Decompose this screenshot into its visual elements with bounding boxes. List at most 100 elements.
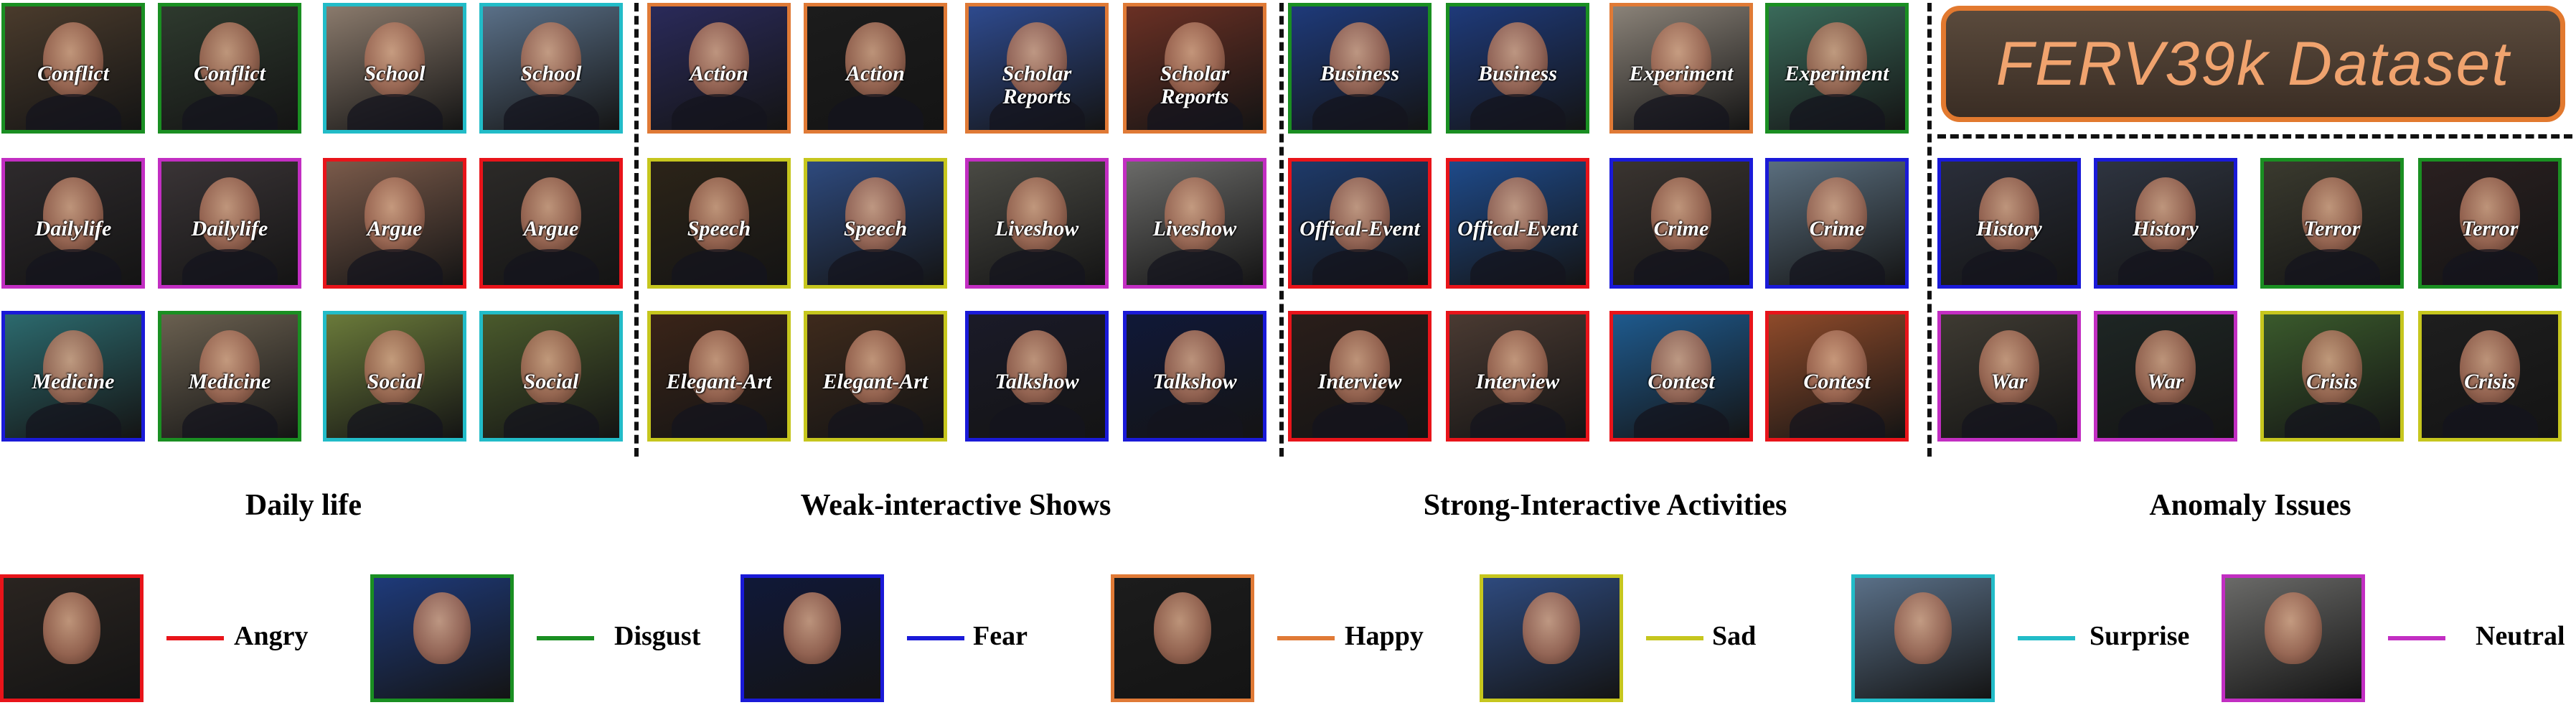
legend-thumbnail xyxy=(0,574,144,702)
banner-divider xyxy=(1937,134,2572,139)
frame-tile: Conflict xyxy=(1,3,145,134)
frame-tile: Social xyxy=(323,311,466,442)
legend-color-line xyxy=(2388,636,2445,640)
scene-label: Social xyxy=(326,370,463,393)
frame-tile: Action xyxy=(804,3,947,134)
scene-label: Argue xyxy=(326,218,463,241)
legend-color-line xyxy=(907,636,964,640)
scene-label: School xyxy=(326,62,463,85)
scene-label: War xyxy=(1941,370,2077,393)
frame-tile: Dailylife xyxy=(1,158,145,289)
legend-color-line xyxy=(1277,636,1335,640)
frame-tile: Medicine xyxy=(1,311,145,442)
scene-label: Crisis xyxy=(2264,370,2400,393)
section-title-anomaly-issues: Anomaly Issues xyxy=(2149,488,2351,523)
legend-label: Surprise xyxy=(2090,620,2189,652)
section-title-weak-interactive-shows: Weak-interactive Shows xyxy=(801,488,1111,523)
scene-label: History xyxy=(2097,218,2234,241)
frame-tile: Crisis xyxy=(2260,311,2404,442)
legend-label: Neutral xyxy=(2476,620,2565,652)
scene-label: Contest xyxy=(1613,370,1749,393)
scene-label: Scholar Reports xyxy=(1127,62,1263,108)
frame-tile: Contest xyxy=(1765,311,1909,442)
frame-tile: Interview xyxy=(1288,311,1432,442)
frame-tile: Business xyxy=(1288,3,1432,134)
scene-label: Dailylife xyxy=(5,218,141,241)
legend-label: Disgust xyxy=(614,620,700,652)
frame-tile: Social xyxy=(479,311,623,442)
frame-tile: Speech xyxy=(804,158,947,289)
scene-label: Action xyxy=(651,62,787,85)
scene-label: Talkshow xyxy=(1127,370,1263,393)
legend-color-line xyxy=(537,636,594,640)
frame-tile: Scholar Reports xyxy=(965,3,1109,134)
frame-tile: Offical-Event xyxy=(1446,158,1589,289)
frame-tile: Talkshow xyxy=(965,311,1109,442)
scene-label: Business xyxy=(1292,62,1428,85)
face-shape xyxy=(1894,592,1952,664)
scene-label: Terror xyxy=(2264,218,2400,241)
face-shape xyxy=(1523,592,1580,664)
frame-tile: Elegant-Art xyxy=(647,311,791,442)
face-shape xyxy=(413,592,471,664)
legend-thumbnail xyxy=(1851,574,1995,702)
scene-label: Terror xyxy=(2422,218,2558,241)
scene-label: Contest xyxy=(1769,370,1905,393)
scene-label: Social xyxy=(483,370,619,393)
scene-label: School xyxy=(483,62,619,85)
scene-label: Liveshow xyxy=(969,218,1105,241)
section-title-daily-life: Daily life xyxy=(245,488,362,523)
scene-label: Argue xyxy=(483,218,619,241)
scene-label: Offical-Event xyxy=(1449,218,1586,241)
scene-label: Conflict xyxy=(161,62,298,85)
frame-tile: Experiment xyxy=(1609,3,1753,134)
legend-thumbnail xyxy=(741,574,884,702)
frame-tile: Contest xyxy=(1609,311,1753,442)
frame-tile: Medicine xyxy=(158,311,301,442)
frame-tile: Crisis xyxy=(2418,311,2562,442)
scene-label: Elegant-Art xyxy=(651,370,787,393)
face-shape xyxy=(43,592,100,664)
frame-tile: Talkshow xyxy=(1123,311,1266,442)
scene-label: Experiment xyxy=(1613,62,1749,85)
scene-label: Crime xyxy=(1769,218,1905,241)
scene-label: Action xyxy=(807,62,944,85)
legend-label: Fear xyxy=(973,620,1028,652)
scene-label: Speech xyxy=(651,218,787,241)
frame-tile: Action xyxy=(647,3,791,134)
frame-tile: Elegant-Art xyxy=(804,311,947,442)
section-divider-1 xyxy=(634,3,639,457)
frame-tile: Crime xyxy=(1609,158,1753,289)
legend-color-line xyxy=(2018,636,2075,640)
scene-label: Interview xyxy=(1449,370,1586,393)
frame-tile: Crime xyxy=(1765,158,1909,289)
frame-tile: School xyxy=(479,3,623,134)
scene-label: Liveshow xyxy=(1127,218,1263,241)
frame-tile: Liveshow xyxy=(1123,158,1266,289)
frame-tile: War xyxy=(2094,311,2237,442)
scene-label: Conflict xyxy=(5,62,141,85)
dataset-banner: FERV39k Dataset xyxy=(1941,6,2565,122)
scene-label: Elegant-Art xyxy=(807,370,944,393)
scene-label: Medicine xyxy=(161,370,298,393)
legend-label: Happy xyxy=(1345,620,1424,652)
scene-label: Talkshow xyxy=(969,370,1105,393)
legend-thumbnail xyxy=(370,574,514,702)
scene-label: Speech xyxy=(807,218,944,241)
frame-tile: Terror xyxy=(2418,158,2562,289)
frame-tile: Business xyxy=(1446,3,1589,134)
frame-tile: Dailylife xyxy=(158,158,301,289)
scene-label: Business xyxy=(1449,62,1586,85)
frame-tile: War xyxy=(1937,311,2081,442)
frame-tile: Liveshow xyxy=(965,158,1109,289)
dataset-title: FERV39k Dataset xyxy=(1996,29,2511,100)
frame-tile: Offical-Event xyxy=(1288,158,1432,289)
scene-label: War xyxy=(2097,370,2234,393)
scene-label: Experiment xyxy=(1769,62,1905,85)
frame-tile: Experiment xyxy=(1765,3,1909,134)
face-shape xyxy=(2265,592,2322,664)
frame-tile: Argue xyxy=(323,158,466,289)
scene-label: Dailylife xyxy=(161,218,298,241)
legend-thumbnail xyxy=(1480,574,1623,702)
frame-tile: Terror xyxy=(2260,158,2404,289)
